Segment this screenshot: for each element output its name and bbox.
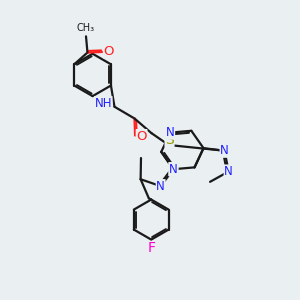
Text: N: N [169, 163, 178, 176]
Text: O: O [103, 45, 114, 58]
Text: CH₃: CH₃ [77, 23, 95, 33]
Text: N: N [169, 163, 178, 176]
Text: N: N [166, 126, 175, 139]
Text: N: N [224, 165, 233, 178]
Text: N: N [156, 180, 165, 193]
Text: S: S [165, 133, 174, 147]
Text: N: N [220, 144, 229, 157]
Text: NH: NH [94, 97, 112, 110]
Text: F: F [147, 242, 155, 255]
Text: O: O [136, 130, 147, 143]
